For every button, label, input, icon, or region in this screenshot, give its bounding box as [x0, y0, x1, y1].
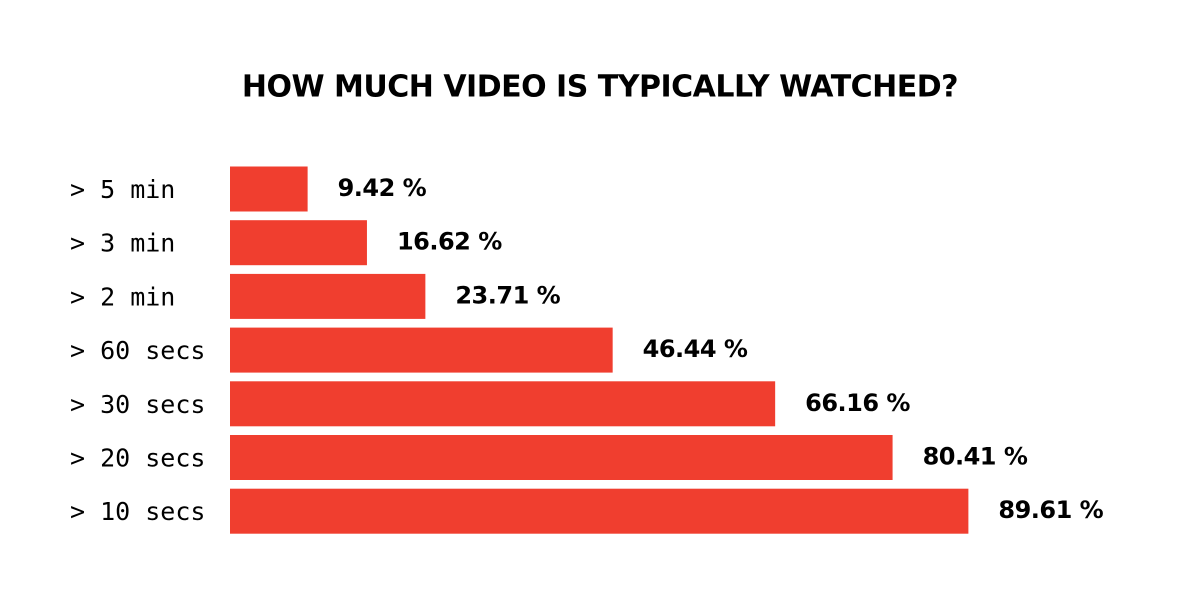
- bar: [230, 273, 426, 319]
- category-label: > 2 min: [70, 282, 175, 311]
- category-label: > 10 secs: [70, 497, 205, 526]
- chart-title: HOW MUCH VIDEO IS TYPICALLY WATCHED?: [242, 70, 958, 105]
- bar: [230, 220, 367, 266]
- bar: [230, 327, 613, 373]
- value-label: 66.16 %: [805, 389, 910, 417]
- value-label: 80.41 %: [923, 443, 1028, 471]
- bar: [230, 381, 776, 427]
- category-label: > 3 min: [70, 229, 175, 258]
- value-label: 16.62 %: [397, 228, 502, 256]
- category-label: > 60 secs: [70, 336, 205, 365]
- category-label: > 30 secs: [70, 390, 205, 419]
- category-label: > 5 min: [70, 175, 175, 204]
- bar: [230, 435, 893, 480]
- bar: [230, 166, 308, 212]
- value-label: 9.42 %: [338, 174, 427, 202]
- category-label: > 20 secs: [70, 444, 205, 473]
- value-label: 46.44 %: [643, 335, 748, 363]
- value-label: 23.71 %: [455, 281, 560, 309]
- value-label: 89.61 %: [998, 496, 1103, 524]
- bar: [230, 488, 969, 534]
